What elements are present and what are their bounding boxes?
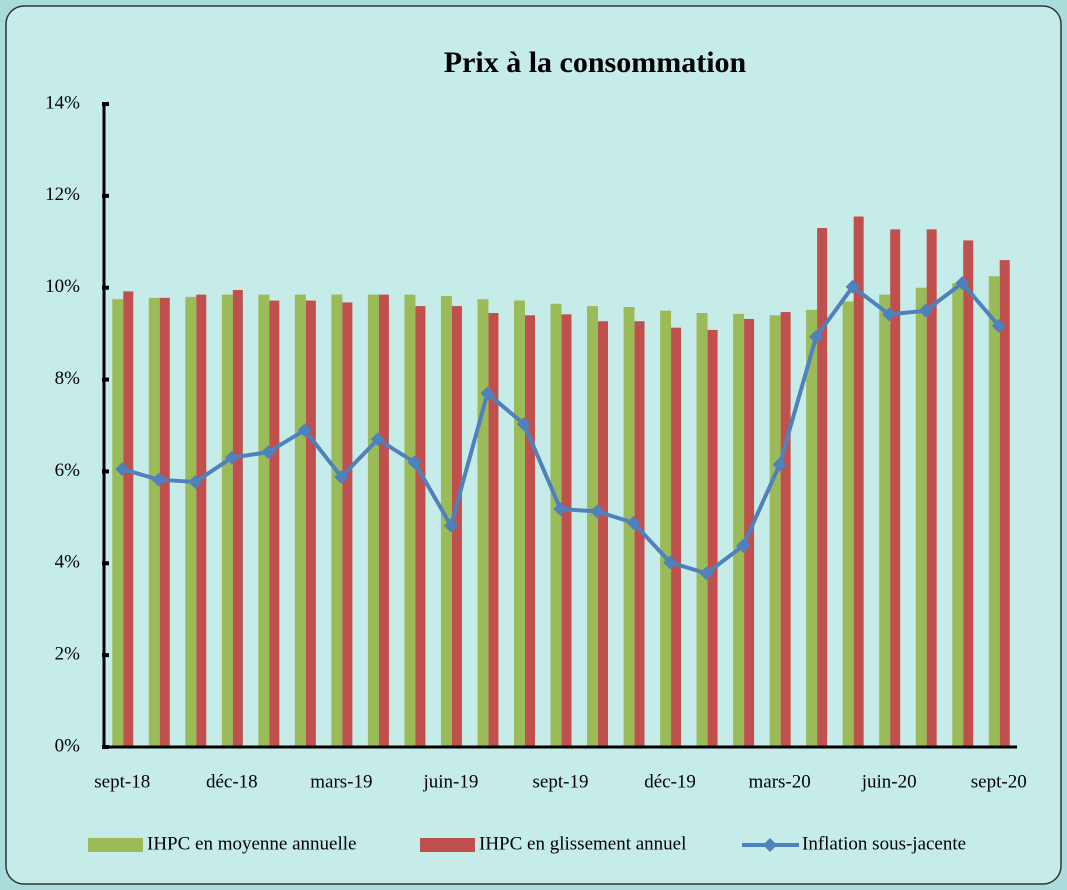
bar <box>159 297 170 747</box>
bar <box>404 294 416 747</box>
marker <box>480 386 495 401</box>
marker <box>699 566 714 581</box>
bar <box>415 306 426 747</box>
x-tick-label: sept-18 <box>94 771 150 792</box>
x-tick-label: juin-19 <box>422 771 478 792</box>
marker <box>845 279 860 294</box>
marker <box>590 504 605 519</box>
marker <box>955 276 970 291</box>
marker <box>407 455 422 470</box>
bar <box>258 294 270 747</box>
bar <box>707 329 718 747</box>
bar <box>988 276 1000 747</box>
marker <box>553 502 568 517</box>
bar <box>780 312 791 747</box>
bar <box>926 229 937 747</box>
bar <box>305 300 316 747</box>
bar <box>561 314 572 747</box>
marker <box>188 474 203 489</box>
y-tick-label: 14% <box>45 92 80 113</box>
bar <box>294 294 306 747</box>
marker <box>115 462 130 477</box>
bar <box>963 240 974 748</box>
marker <box>516 417 531 432</box>
bar <box>733 313 745 747</box>
marker <box>772 457 787 472</box>
bar <box>890 229 901 747</box>
bar <box>696 312 708 747</box>
bar <box>342 302 353 747</box>
bar <box>269 300 280 747</box>
y-tick-label: 6% <box>55 460 81 481</box>
bar <box>660 310 672 747</box>
bar <box>999 260 1010 747</box>
legend: IHPC en moyenne annuelle IHPC en glisseme… <box>88 833 966 854</box>
y-tick-label: 4% <box>55 552 81 573</box>
bar <box>598 321 609 747</box>
y-tick-label: 10% <box>45 276 80 297</box>
bar <box>952 283 964 747</box>
marker <box>736 538 751 553</box>
bar <box>148 297 160 747</box>
bar <box>232 290 243 747</box>
bar <box>513 300 525 747</box>
bar <box>853 216 864 747</box>
bar <box>367 294 379 747</box>
marker <box>918 303 933 318</box>
marker <box>370 432 385 447</box>
bar <box>842 301 854 747</box>
marker <box>151 472 166 487</box>
bar <box>879 294 891 747</box>
x-tick-label: sept-20 <box>971 771 1027 792</box>
x-tick-label: déc-18 <box>206 771 258 792</box>
y-tick-label: 2% <box>55 644 81 665</box>
legend-label: IHPC en moyenne annuelle <box>147 833 356 854</box>
bar <box>488 312 499 747</box>
y-tick-label: 8% <box>55 368 81 389</box>
marker <box>626 515 641 530</box>
marker <box>991 318 1006 333</box>
legend-label: Inflation sous-jacente <box>802 833 966 854</box>
marker <box>443 518 458 533</box>
bar <box>477 299 489 747</box>
marker <box>882 307 897 322</box>
bar <box>123 291 134 747</box>
x-tick-label: mars-20 <box>748 771 810 792</box>
bar <box>550 303 562 747</box>
x-tick-label: juin-20 <box>861 771 917 792</box>
y-tick-label: 12% <box>45 184 80 205</box>
bar <box>634 321 645 747</box>
bar <box>623 307 635 747</box>
bar <box>196 294 207 747</box>
bar <box>378 294 389 747</box>
bar <box>915 287 927 747</box>
x-tick-label: déc-19 <box>644 771 696 792</box>
bar <box>524 315 535 747</box>
chart-title: Prix à la consommation <box>444 46 747 79</box>
x-tick-label: sept-19 <box>533 771 589 792</box>
marker <box>663 555 678 570</box>
y-tick-label: 0% <box>55 735 81 756</box>
bar <box>112 299 124 747</box>
bar <box>671 327 682 747</box>
marker <box>261 445 276 460</box>
marker <box>334 469 349 484</box>
legend-swatch <box>88 838 143 852</box>
legend-swatch <box>763 838 777 852</box>
bar <box>185 296 197 747</box>
bar <box>331 294 343 747</box>
bar <box>817 228 828 747</box>
x-tick-label: mars-19 <box>310 771 372 792</box>
bar <box>221 294 233 747</box>
bar <box>769 315 781 747</box>
marker <box>224 450 239 465</box>
legend-swatch <box>420 838 475 852</box>
bar <box>587 306 599 747</box>
legend-label: IHPC en glissement annuel <box>479 833 686 854</box>
marker <box>809 329 824 344</box>
bar <box>806 309 818 747</box>
marker <box>297 423 312 438</box>
